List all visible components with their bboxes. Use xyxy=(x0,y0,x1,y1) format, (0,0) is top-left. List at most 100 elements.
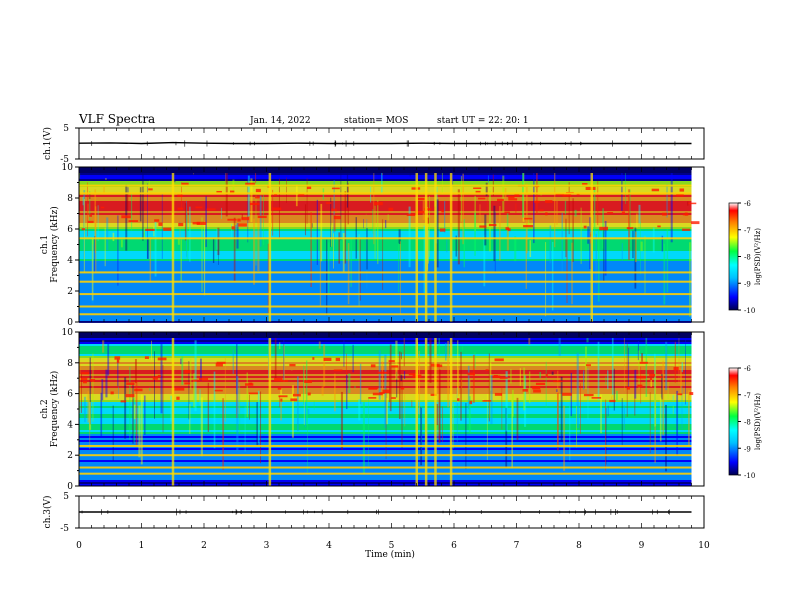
spectrogram-streak xyxy=(372,209,374,234)
spectrogram-row xyxy=(79,227,692,229)
emission-patch xyxy=(591,397,602,399)
spectrogram-streak xyxy=(296,376,299,432)
colorbar-tick-label: -6 xyxy=(744,365,751,373)
spectrogram-streak xyxy=(83,190,86,260)
broadband-burst xyxy=(424,167,428,322)
spectrogram-row xyxy=(79,297,692,299)
emission-patch xyxy=(545,373,548,377)
spectrogram-streak xyxy=(529,240,532,257)
spectrogram-streak xyxy=(637,341,640,361)
spectrogram-streak xyxy=(501,386,503,430)
spectrogram-streak xyxy=(295,184,298,207)
emission-patch xyxy=(609,399,616,403)
spectrogram-row xyxy=(79,476,692,478)
spectrogram-row xyxy=(79,430,692,432)
spectrogram-row xyxy=(79,289,692,291)
spectrogram-streak xyxy=(676,390,679,456)
emission-patch xyxy=(441,209,445,213)
spectrogram-streak xyxy=(472,354,475,403)
spectrogram-streak xyxy=(207,382,210,432)
spectrogram-streak xyxy=(310,212,312,287)
spectrogram-streak xyxy=(218,239,219,265)
spectrogram-streak xyxy=(549,225,552,264)
spectrogram-row xyxy=(79,442,692,444)
spectrogram-row xyxy=(79,261,692,263)
spectrogram-streak xyxy=(607,405,609,417)
spectrogram-row xyxy=(79,303,692,305)
spectrogram-streak xyxy=(621,169,623,211)
spectrogram-streak xyxy=(84,396,86,423)
y-axis-channel: ch.1 xyxy=(40,235,50,254)
broadband-burst xyxy=(449,332,453,486)
spectrogram-streak xyxy=(143,228,146,239)
emission-patch xyxy=(333,215,341,220)
spectrogram-streak xyxy=(180,358,182,365)
emission-patch xyxy=(87,220,94,224)
colorbar-gradient xyxy=(728,367,739,476)
colorbar-tick-label: -8 xyxy=(744,254,751,262)
spectrogram-streak xyxy=(236,342,238,395)
spectrogram-streak xyxy=(216,228,219,250)
spectrogram-streak xyxy=(420,407,423,466)
emission-patch xyxy=(184,369,191,374)
spectrogram-streak xyxy=(199,358,202,381)
spectrogram-row xyxy=(79,191,692,193)
spectrogram-row xyxy=(79,452,692,454)
spectrogram-streak xyxy=(444,343,447,361)
spectrogram-row xyxy=(79,197,692,199)
spectrogram-streak xyxy=(135,380,138,448)
spectrogram-streak xyxy=(91,238,94,301)
spectrogram-streak xyxy=(674,341,677,383)
spectrogram-row xyxy=(79,307,692,309)
emission-patch xyxy=(533,389,541,393)
emission-patch xyxy=(391,365,399,368)
spectrogram-streak xyxy=(678,337,680,385)
spectrogram-row xyxy=(79,428,692,430)
spectrogram-streak xyxy=(142,169,144,241)
emission-patch xyxy=(660,376,663,379)
emission-patch xyxy=(478,197,486,200)
interference-band xyxy=(79,305,692,308)
spectrogram-streak xyxy=(561,212,563,273)
spectrogram-streak xyxy=(92,353,94,422)
spectrogram-row xyxy=(79,350,692,352)
spectrogram-streak xyxy=(486,394,488,460)
spectrogram-row xyxy=(79,245,692,247)
emission-patch xyxy=(562,392,572,396)
emission-patch xyxy=(82,380,87,384)
emission-patch xyxy=(195,206,203,209)
spectrogram-streak xyxy=(436,199,439,268)
spectrogram-row xyxy=(79,432,692,434)
spectrogram-streak xyxy=(280,400,282,421)
spectrogram-streak xyxy=(411,400,413,407)
spectrogram-row xyxy=(79,273,692,275)
spectrogram-streak xyxy=(649,392,651,454)
spectrogram-streak xyxy=(133,397,135,443)
emission-patch xyxy=(206,208,216,211)
station-label: station= MOS xyxy=(344,116,408,126)
spectrogram-streak xyxy=(272,189,274,236)
emission-patch xyxy=(368,397,377,399)
spectrogram-streak xyxy=(605,399,607,471)
emission-patch xyxy=(227,218,237,221)
spectrogram-row xyxy=(79,450,692,452)
spectrogram-streak xyxy=(255,170,257,184)
spectrogram-row xyxy=(79,311,692,313)
spectrogram-streak xyxy=(321,386,324,396)
emission-patch xyxy=(538,209,544,212)
spectrogram-row xyxy=(79,231,692,233)
emission-patch xyxy=(184,382,191,385)
x-tick-label: 10 xyxy=(698,541,710,551)
spectrogram-streak xyxy=(474,352,476,369)
spectrogram-streak xyxy=(117,386,119,399)
spectrogram-row xyxy=(79,400,692,402)
spectrogram-row xyxy=(79,301,692,303)
spectrogram-streak xyxy=(313,401,315,411)
spectrogram-streak xyxy=(453,403,454,449)
spectrogram-streak xyxy=(522,171,525,222)
interference-band xyxy=(79,280,692,283)
emission-patch xyxy=(121,215,131,219)
emission-patch xyxy=(238,223,247,227)
spectrogram-streak xyxy=(333,180,335,250)
spectrogram-streak xyxy=(212,238,215,263)
